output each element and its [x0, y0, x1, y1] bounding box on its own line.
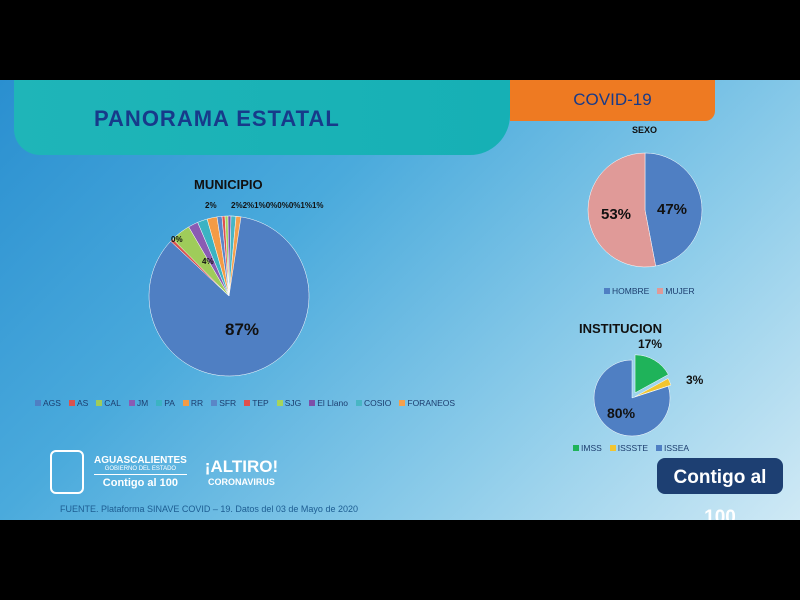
legend-swatch	[276, 400, 283, 406]
legend-swatch	[156, 400, 163, 406]
legend-label: RR	[190, 398, 204, 408]
legend-swatch	[182, 400, 189, 406]
pie-slice-issste	[634, 378, 672, 398]
pie-slice-issea	[593, 359, 671, 437]
legend-swatch	[244, 400, 251, 406]
legend-item: AGS	[35, 398, 61, 408]
legend-label: CAL	[104, 398, 121, 408]
legend-label: PA	[164, 398, 175, 408]
legend-item: ISSEA	[656, 443, 689, 453]
data-label: 47%	[657, 201, 688, 218]
legend-swatch	[309, 400, 316, 406]
legend-item: AS	[68, 398, 89, 408]
legend-label: JM	[136, 398, 149, 408]
municipio-legend: AGS AS CAL JM PA RR SFR TEP SJG El Llano COSIO FORA…	[35, 398, 455, 408]
legend-label: IMSS	[581, 443, 602, 453]
data-label: 87%	[225, 320, 260, 339]
slogan: Contigo al 100	[102, 477, 178, 489]
legend-item: FORANEOS	[399, 398, 455, 408]
gov-name: AGUASCALIENTES	[94, 455, 187, 466]
legend-label: ISSEA	[664, 443, 690, 453]
slide: PANORAMA ESTATAL COVID-19 MUNICIPIO 87% …	[0, 80, 800, 520]
legend-label: SFR	[219, 398, 237, 408]
legend-swatch	[96, 400, 103, 406]
pie-slice-hombre	[644, 152, 703, 267]
legend-label: FORANEOS	[407, 398, 456, 408]
legend-item: RR	[182, 398, 204, 408]
sexo-title: SEXO	[632, 125, 658, 135]
legend-item: HOMBRE	[604, 286, 649, 296]
municipio-title: MUNICIPIO	[194, 177, 263, 192]
legend-label: El Llano	[317, 398, 348, 408]
legend-item: CAL	[96, 398, 121, 408]
legend-item: MUJER	[657, 286, 695, 296]
legend-swatch	[609, 445, 616, 451]
legend-item: El Llano	[309, 398, 348, 408]
data-label: 4%	[202, 257, 214, 266]
legend-swatch	[128, 400, 135, 406]
data-label: 0%	[171, 235, 183, 244]
legend-swatch	[656, 445, 663, 451]
data-label: 17%	[638, 337, 663, 351]
source-footer: FUENTE. Plataforma SINAVE COVID – 19. Da…	[60, 504, 358, 514]
data-label: 2%	[205, 201, 217, 210]
government-logos: AGUASCALIENTES GOBIERNO DEL ESTADO Conti…	[50, 450, 278, 494]
pie-slice-mujer	[587, 152, 656, 268]
data-label: 80%	[607, 405, 636, 421]
legend-label: ISSSTE	[617, 443, 649, 453]
legend-label: SJG	[284, 398, 302, 408]
legend-swatch	[399, 400, 406, 406]
coat-of-arms-icon	[50, 450, 84, 494]
legend-swatch	[604, 288, 610, 294]
legend-swatch	[355, 400, 362, 406]
title-bar: PANORAMA ESTATAL	[14, 80, 510, 155]
sexo-legend: HOMBRE MUJER	[604, 286, 695, 296]
data-label: 2%2%1%0%0%0%1%1%	[231, 201, 324, 210]
institucion-legend: IMSS ISSSTE ISSEA	[573, 443, 689, 453]
legend-label: TEP	[252, 398, 269, 408]
legend-swatch	[657, 288, 664, 294]
data-label: 53%	[601, 206, 632, 223]
legend-label: COSIO	[363, 398, 392, 408]
legend-item: SFR	[211, 398, 236, 408]
legend-label: HOMBRE	[612, 286, 650, 296]
campaign-sub: CORONAVIRUS	[208, 477, 275, 487]
page-title: PANORAMA ESTATAL	[94, 106, 340, 131]
legend-item: JM	[128, 398, 149, 408]
charts-canvas	[148, 152, 703, 437]
legend-item: IMSS	[573, 443, 602, 453]
covid-tag: COVID-19	[510, 80, 715, 121]
legend-swatch	[211, 400, 218, 406]
legend-item: SJG	[276, 398, 302, 408]
legend-swatch	[68, 400, 75, 406]
legend-item: COSIO	[355, 398, 392, 408]
legend-label: MUJER	[665, 286, 695, 296]
data-label: 3%	[686, 373, 704, 387]
legend-swatch	[35, 400, 41, 406]
institucion-title: INSTITUCION	[579, 321, 663, 336]
pie-slice-foraneos	[228, 216, 242, 297]
pie-slice-imss	[634, 354, 669, 394]
legend-item: ISSSTE	[609, 443, 649, 453]
legend-label: AGS	[43, 398, 61, 408]
legend-item: PA	[156, 398, 175, 408]
legend-swatch	[573, 445, 579, 451]
contigo-badge: Contigo al 100	[657, 458, 783, 520]
legend-label: AS	[76, 398, 89, 408]
campaign-logo: ¡ALTIRO!	[204, 457, 279, 476]
legend-item: TEP	[244, 398, 269, 408]
gov-sub: GOBIERNO DEL ESTADO	[94, 466, 187, 475]
